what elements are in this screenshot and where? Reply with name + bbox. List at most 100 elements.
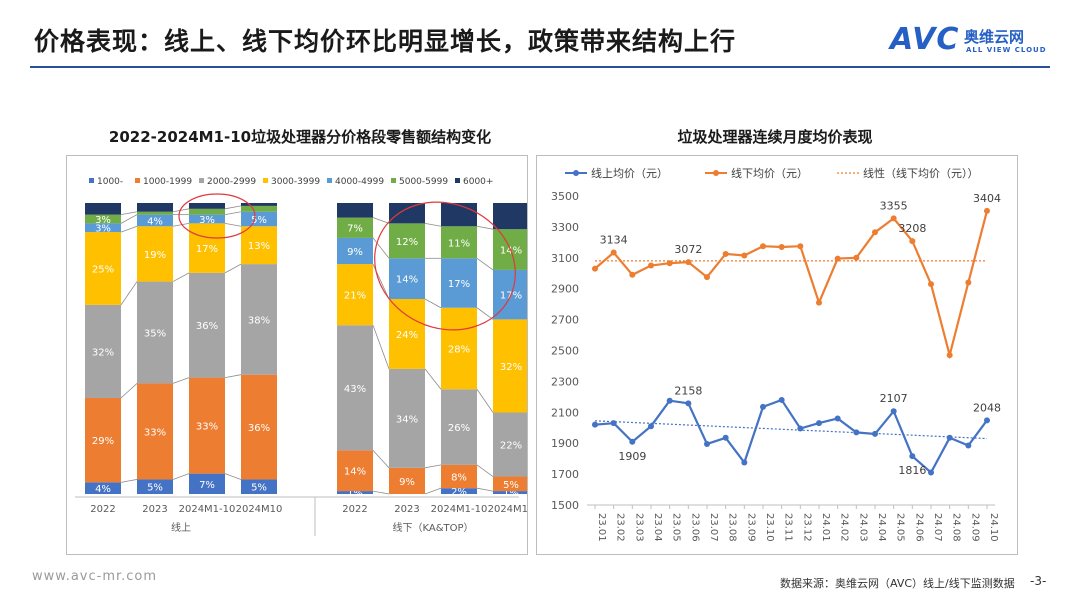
offline-data-point — [704, 274, 710, 281]
online-data-point — [946, 434, 953, 441]
offline-data-point — [760, 243, 766, 250]
bar-chart-title: 2022-2024M1-10垃圾处理器分价格段零售额结构变化 — [108, 128, 492, 146]
bar-data-label: 38% — [248, 315, 270, 326]
bar-connector-line — [372, 325, 390, 370]
bar-data-label: 29% — [92, 436, 114, 447]
x-tick-label: 24.07 — [932, 513, 943, 542]
bar-segment-6000+ — [441, 203, 477, 227]
bar-connector-line — [424, 222, 442, 227]
x-tick-label: 24.02 — [839, 513, 850, 542]
bar-chart: 1000- 1000-1999 2000-2999 3000-3999 4000-499… — [75, 177, 534, 536]
bar-category-label: 2023 — [394, 504, 419, 515]
bar-connector-line — [120, 214, 138, 224]
bar-connector-line — [476, 257, 494, 271]
online-data-point — [648, 423, 654, 430]
online-data-point — [909, 453, 916, 460]
legend-swatch-1000- — [89, 178, 94, 183]
y-tick-label: 1700 — [551, 468, 579, 481]
offline-data-point — [890, 215, 897, 222]
bar-segment-3000-3999 — [85, 232, 121, 305]
offline-data-point — [946, 352, 953, 359]
bar-data-label: 28% — [448, 345, 470, 356]
bar-group-label: 线上 — [171, 521, 191, 534]
bar-connector-line — [172, 473, 190, 480]
legend-label-4000-4999: 4000-4999 — [335, 177, 384, 187]
offline-data-label: 3404 — [973, 192, 1001, 205]
bar-connector-line — [172, 222, 190, 227]
online-data-point — [853, 429, 860, 436]
bar-segment-1000- — [493, 491, 529, 494]
bar-segment-1000-1999 — [337, 450, 373, 492]
bar-segment-4000-4999 — [241, 211, 277, 227]
offline-data-point — [816, 299, 822, 306]
bar-data-label: 9% — [399, 477, 415, 488]
y-tick-label: 2900 — [551, 283, 579, 296]
bar-segment-1000- — [85, 482, 121, 494]
offline-data-point — [592, 265, 598, 272]
bar-segment-2000-2999 — [493, 412, 529, 477]
offline-data-point — [648, 262, 654, 269]
legend-swatch-1000-1999 — [135, 178, 140, 183]
bar-segment-4000-4999 — [389, 258, 425, 300]
bar-segment-1000-1999 — [441, 464, 477, 489]
legend-swatch-3000-3999 — [263, 178, 268, 183]
bar-data-label: 3% — [199, 215, 215, 226]
bar-data-label: 22% — [500, 441, 522, 452]
offline-data-point — [984, 207, 990, 214]
bar-segment-1000-1999 — [137, 383, 173, 480]
bar-connector-line — [120, 211, 138, 216]
bar-data-label: 17% — [196, 244, 218, 255]
bar-connector-line — [424, 487, 442, 495]
logo-cn-text: 奥维云网 — [964, 28, 1025, 46]
bar-segment-6000+ — [389, 203, 425, 224]
bar-connector-line — [172, 208, 190, 213]
bar-data-label: 5% — [251, 215, 267, 226]
bar-connector-line — [120, 383, 138, 399]
bar-data-label: 14% — [396, 275, 418, 286]
offline-data-point — [797, 243, 804, 250]
online-data-point — [928, 469, 934, 476]
online-data-point — [592, 421, 598, 428]
x-tick-label: 23.12 — [801, 513, 812, 542]
bar-segment-4000-4999 — [441, 258, 477, 308]
bar-connector-line — [224, 205, 242, 210]
bar-connector-line — [224, 374, 242, 378]
legend-label-2000-2999: 2000-2999 — [207, 177, 256, 187]
bar-segment-3000-3999 — [337, 264, 373, 326]
bar-data-label: 5% — [147, 483, 163, 494]
bar-segment-1000-1999 — [241, 374, 277, 480]
bar-connector-line — [424, 464, 442, 469]
online-data-point — [984, 417, 990, 424]
bar-connector-line — [224, 211, 242, 216]
header-divider — [30, 66, 1050, 68]
bar-segment-1000- — [137, 479, 173, 494]
bar-segment-1000- — [189, 473, 225, 494]
bar-segment-4000-4999 — [85, 223, 121, 233]
bar-connector-line — [476, 307, 494, 320]
legend-label-6000+: 6000+ — [463, 177, 493, 187]
bar-segment-6000+ — [85, 203, 121, 215]
bar-data-label: 4% — [147, 216, 163, 227]
bar-segment-5000-5999 — [85, 214, 121, 224]
online-data-point — [685, 400, 692, 407]
bar-segment-3000-3999 — [241, 226, 277, 265]
bar-segment-6000+ — [493, 203, 529, 230]
bar-segment-2000-2999 — [389, 368, 425, 468]
bar-segment-4000-4999 — [189, 214, 225, 224]
legend-label-5000-5999: 5000-5999 — [399, 177, 448, 187]
bar-segment-6000+ — [189, 203, 225, 209]
y-tick-label: 1900 — [551, 437, 579, 450]
bar-segment-5000-5999 — [189, 208, 225, 215]
x-tick-label: 24.10 — [988, 513, 999, 542]
online-data-label: 2158 — [674, 384, 702, 397]
bar-group-label: 线下（KA&TOP） — [392, 521, 473, 534]
bar-data-label: 8% — [451, 473, 467, 484]
online-data-point — [965, 442, 972, 449]
y-tick-label: 3300 — [551, 221, 579, 234]
bar-segment-1000-1999 — [493, 476, 529, 492]
online-data-point — [816, 420, 822, 427]
online-trend-line — [594, 420, 988, 440]
bar-connector-line — [224, 473, 242, 480]
bar-connector-line — [372, 237, 390, 259]
online-data-point — [778, 396, 785, 403]
